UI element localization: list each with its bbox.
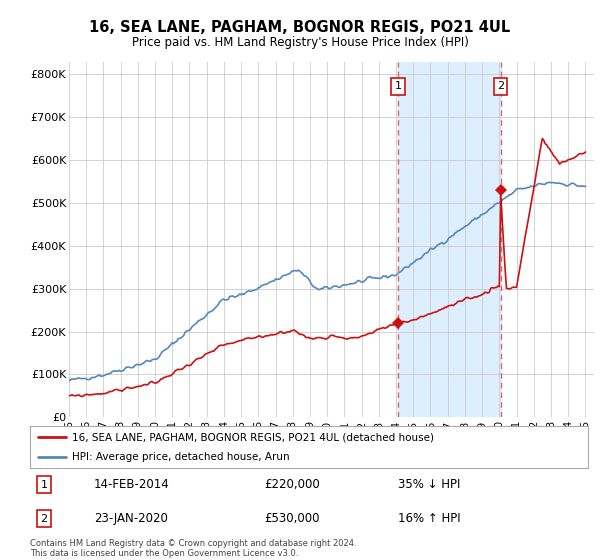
Text: Contains HM Land Registry data © Crown copyright and database right 2024.
This d: Contains HM Land Registry data © Crown c… — [30, 539, 356, 558]
Text: 16, SEA LANE, PAGHAM, BOGNOR REGIS, PO21 4UL: 16, SEA LANE, PAGHAM, BOGNOR REGIS, PO21… — [89, 20, 511, 35]
Text: 1: 1 — [395, 82, 401, 91]
Text: 16% ↑ HPI: 16% ↑ HPI — [398, 512, 461, 525]
Text: £220,000: £220,000 — [265, 478, 320, 491]
Text: 1: 1 — [40, 479, 47, 489]
Text: 2: 2 — [497, 82, 504, 91]
Text: 35% ↓ HPI: 35% ↓ HPI — [398, 478, 461, 491]
Text: 16, SEA LANE, PAGHAM, BOGNOR REGIS, PO21 4UL (detached house): 16, SEA LANE, PAGHAM, BOGNOR REGIS, PO21… — [72, 432, 434, 442]
Text: 14-FEB-2014: 14-FEB-2014 — [94, 478, 170, 491]
Text: 23-JAN-2020: 23-JAN-2020 — [94, 512, 168, 525]
Text: £530,000: £530,000 — [265, 512, 320, 525]
Text: HPI: Average price, detached house, Arun: HPI: Average price, detached house, Arun — [72, 452, 289, 462]
Text: Price paid vs. HM Land Registry's House Price Index (HPI): Price paid vs. HM Land Registry's House … — [131, 36, 469, 49]
Text: 2: 2 — [40, 514, 47, 524]
Bar — [398, 62, 500, 417]
